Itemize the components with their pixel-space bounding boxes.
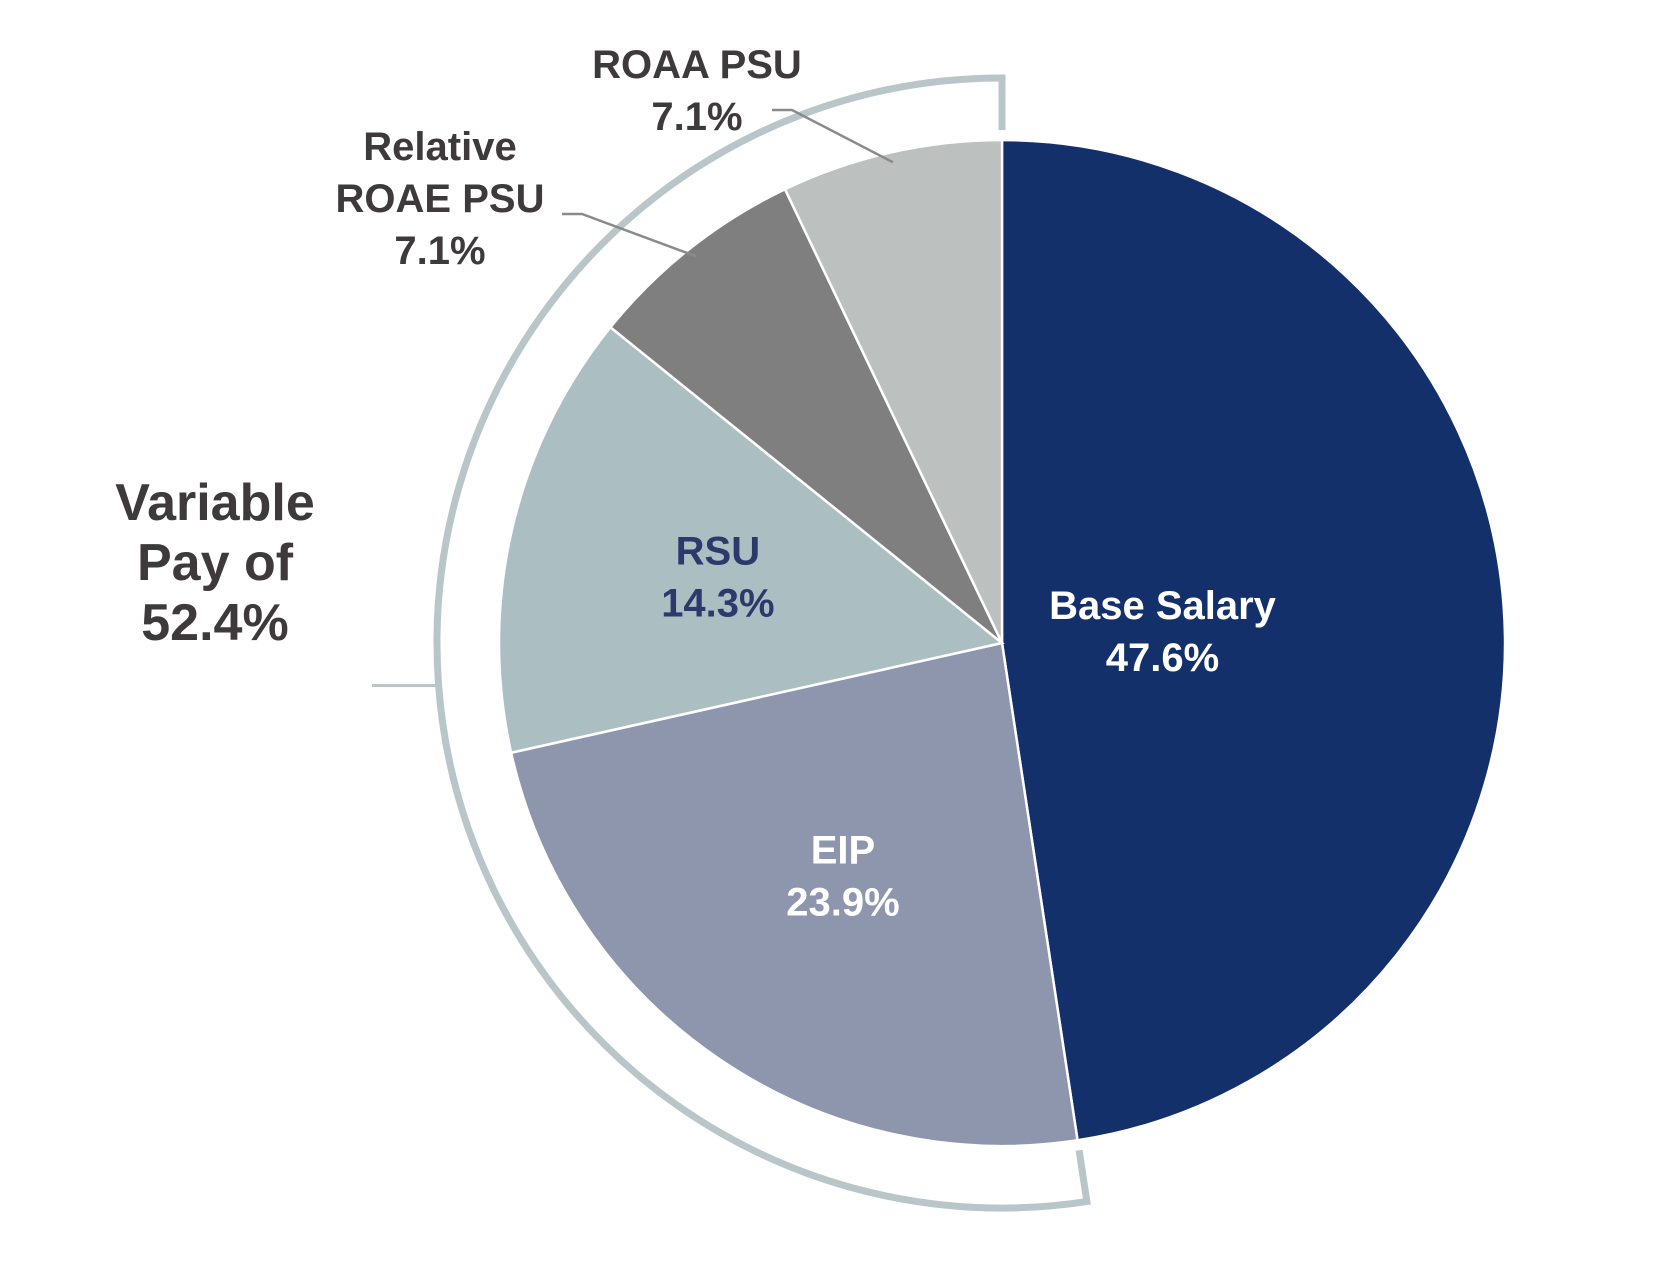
pie-slice-base-salary [1000,138,1507,1142]
pie-slice-rsu [497,325,1005,755]
slice-label-relative-roae-psu-leader-line [562,212,697,258]
slice-label-base-salary: Base Salary 47.6% [1049,584,1277,680]
slice-label-eip: EIP 23.9% [786,828,899,924]
slice-label-rsu: RSU 14.3% [661,530,774,626]
variable-pay-label: Variable Pay of 52.4% [115,474,314,652]
variable-pay-bracket [433,74,1091,1212]
slice-label-roaa-psu-leader-line [772,108,894,164]
slice-label-relative-roae-psu: Relative ROAE PSU 7.1% [336,125,545,273]
slice-label-roaa-psu: ROAA PSU 7.1% [592,43,802,139]
pie-slice-eip [509,641,1079,1148]
pie-slice-roaa-psu [783,138,1004,644]
pie-slice-relative-roae-psu [608,187,1004,644]
